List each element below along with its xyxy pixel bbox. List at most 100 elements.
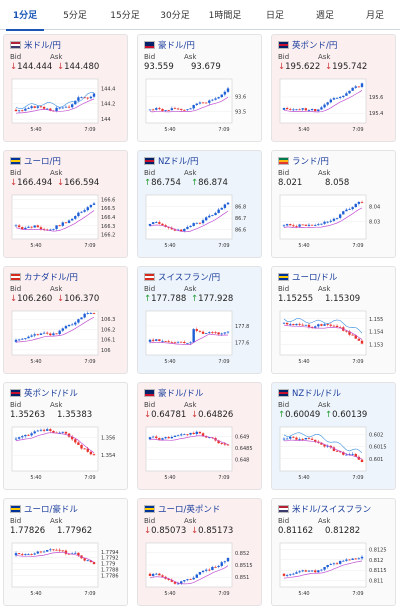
tab-6[interactable]: 週足 [315, 11, 334, 21]
pair-card[interactable]: 米ドル/スイスフラン Bid Ask 0.81162 0.81282 0.812… [271, 498, 396, 606]
candle-body [36, 551, 40, 554]
y-tick-label: 0.8115 [369, 568, 387, 574]
x-tick-label: 5:40 [164, 359, 175, 365]
pair-name[interactable]: 英ポンド/円 [292, 41, 338, 51]
x-tick-label: 7:09 [218, 475, 229, 481]
mini-chart[interactable]: 86.8 86.7 86.6 5:40 7:09 [145, 194, 260, 253]
bid-label: Bid [10, 285, 22, 293]
pair-card[interactable]: スイスフラン/円 Bid Ask ↑177.788 ↑177.928 177.8… [137, 266, 262, 374]
pair-name[interactable]: NZドル/円 [158, 157, 199, 167]
candle-body [320, 569, 323, 571]
pair-card[interactable]: 豪ドル/円 Bid Ask 93.559 93.679 93.6 93.5 5:40… [137, 34, 262, 142]
candle-body [155, 108, 158, 110]
pair-name[interactable]: NZドル/ドル [292, 389, 342, 399]
pair-card[interactable]: 米ドル/円 Bid Ask ↓144.444 ↓144.480 144.4 144… [3, 34, 128, 142]
candle-body [314, 326, 317, 328]
candle-body [342, 211, 345, 215]
tab-1[interactable]: 5分足 [63, 11, 87, 21]
pair-name[interactable]: 豪ドル/ドル [158, 389, 204, 399]
pair-name[interactable]: 豪ドル/円 [158, 41, 195, 51]
candle-body [167, 578, 170, 580]
candle-body [189, 108, 192, 110]
candle-body [170, 342, 174, 344]
pair-card[interactable]: ユーロ/ドル Bid Ask 1.15255 1.15309 1.155 1.15… [271, 266, 396, 374]
candle-body [360, 556, 364, 559]
pair-card[interactable]: 豪ドル/ドル Bid Ask ↓0.64781 ↓0.64826 0.649 0.… [137, 382, 262, 490]
candle-body [33, 225, 36, 228]
candle-body [329, 564, 332, 566]
mini-chart[interactable]: 166.6 166.5 166.4 166.3 166.2 5:40 7:09 [11, 194, 126, 253]
pair-card[interactable]: 英ポンド/ドル Bid Ask 1.35263 1.35383 1.356 1.3… [3, 382, 128, 490]
pair-name[interactable]: 英ポンド/ドル [24, 389, 78, 399]
mini-chart[interactable]: 144.4 144.2 144 5:40 7:09 [11, 78, 126, 137]
candle-body [36, 334, 40, 336]
mini-chart[interactable]: 0.602 0.6015 0.601 5:40 7:09 [279, 426, 394, 485]
y-tick-label: 177.6 [235, 341, 249, 347]
pair-name[interactable]: ランド/円 [292, 157, 329, 167]
candle-body [351, 558, 354, 560]
candle-body [217, 565, 220, 567]
pair-name[interactable]: ユーロ/ドル [292, 273, 338, 283]
candle-body [67, 433, 71, 437]
mini-chart[interactable]: 195.6 195.4 5:40 7:09 [279, 78, 394, 137]
mini-chart[interactable]: 0.649 0.6485 0.648 5:40 7:09 [145, 426, 260, 485]
mini-chart[interactable]: 0.8125 0.812 0.8115 0.811 5:40 7:09 [279, 542, 394, 601]
tab-0[interactable]: 1分足 [0, 0, 50, 31]
tab-5[interactable]: 日足 [265, 11, 284, 21]
candle-body [295, 109, 298, 111]
flag-icon [278, 389, 289, 397]
bid-label: Bid [144, 401, 156, 409]
pair-card[interactable]: NZドル/ドル Bid Ask ↑0.60049 ↑0.60139 0.602 0… [271, 382, 396, 490]
candle-body [151, 339, 155, 341]
tab-7[interactable]: 月足 [365, 11, 384, 21]
y-tick-label: 177.8 [235, 324, 249, 330]
candle-body [77, 442, 80, 445]
pair-name[interactable]: ユーロ/豪ドル [24, 505, 78, 515]
candle-body [357, 558, 361, 560]
y-tick-label: 0.8125 [369, 547, 387, 553]
candle-body [226, 444, 230, 446]
candle-body [289, 323, 292, 325]
pair-name[interactable]: スイスフラン/円 [158, 273, 221, 283]
mini-chart[interactable]: 1.356 1.354 5:40 7:09 [11, 426, 126, 485]
candle-body [348, 209, 351, 210]
ask-label: Ask [184, 517, 197, 525]
tab-4[interactable]: 1時間足 [208, 11, 242, 21]
pair-name[interactable]: ユーロ/円 [24, 157, 61, 167]
tab-3[interactable]: 30分足 [160, 11, 190, 21]
bid-label: Bid [278, 285, 290, 293]
mini-chart[interactable]: 8.04 8.03 5:40 7:09 [279, 194, 394, 253]
mini-chart[interactable]: 177.8 177.6 5:40 7:09 [145, 310, 260, 369]
tab-2[interactable]: 15分足 [110, 11, 140, 21]
candle-body [170, 108, 174, 111]
candle-body [36, 106, 40, 108]
pair-name[interactable]: カナダドル/円 [24, 273, 78, 283]
pair-card[interactable]: カナダドル/円 Bid Ask ↓106.260 ↓106.370 106.3 1… [3, 266, 128, 374]
candle-body [198, 330, 202, 332]
mini-chart[interactable]: 93.6 93.5 5:40 7:09 [145, 78, 260, 137]
y-tick-label: 0.6485 [235, 446, 253, 452]
pair-card[interactable]: ユーロ/豪ドル Bid Ask 1.77826 1.77962 1.7794 1.… [3, 498, 128, 606]
pair-name[interactable]: 米ドル/スイスフラン [292, 505, 372, 515]
pair-card[interactable]: NZドル/円 Bid Ask ↑86.754 ↑86.874 86.8 86.7 8… [137, 150, 262, 258]
candle-body [329, 99, 332, 103]
mini-chart[interactable]: 106.3 106.2 106.1 106 5:40 7:09 [11, 310, 126, 369]
pair-card[interactable]: ユーロ/英ポンド Bid Ask ↓0.85073 ↓0.85173 0.852… [137, 498, 262, 606]
candle-body [167, 110, 170, 111]
mini-chart[interactable]: 1.155 1.154 1.153 5:40 7:09 [279, 310, 394, 369]
candle-body [326, 445, 329, 447]
ask-value: 144.480 [64, 62, 100, 72]
pair-name[interactable]: ユーロ/英ポンド [158, 505, 221, 515]
pair-card[interactable]: ランド/円 Bid Ask 8.021 8.058 8.04 8.03 5:40 7:… [271, 150, 396, 258]
pair-card[interactable]: ユーロ/円 Bid Ask ↓166.494 ↓166.594 166.6 166… [3, 150, 128, 258]
y-tick-label: 166.4 [101, 215, 115, 221]
candle-body [204, 569, 208, 571]
pair-card[interactable]: 英ポンド/円 Bid Ask ↓195.622 ↓195.742 195.6 19… [271, 34, 396, 142]
candle-body [317, 109, 320, 112]
candle-body [92, 313, 96, 314]
price-values: ↓195.622 ↓195.742 [278, 62, 394, 74]
pair-name[interactable]: 米ドル/円 [24, 41, 61, 51]
candle-body [208, 215, 211, 218]
mini-chart[interactable]: 0.852 0.8515 0.851 5:40 7:09 [145, 542, 260, 601]
